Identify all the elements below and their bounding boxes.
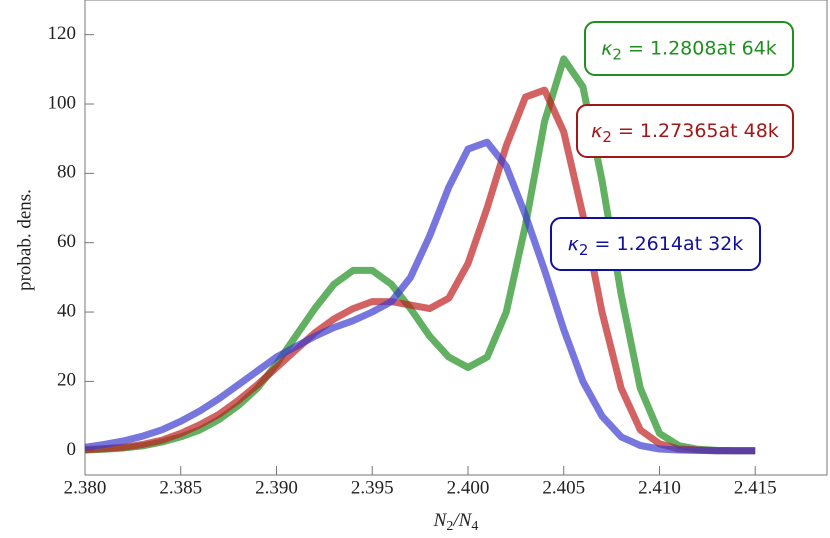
y-tick-label: 20 xyxy=(57,370,76,391)
x-label-sub: 2 xyxy=(446,519,453,534)
annotation-sub: 2 xyxy=(612,45,622,63)
series-line xyxy=(84,138,756,455)
y-tick-label: 80 xyxy=(57,162,76,183)
x-tick-label: 2.400 xyxy=(447,477,490,498)
annotation: κ2 = 1.27365at 48k xyxy=(576,104,794,158)
y-tick-label: 40 xyxy=(57,300,76,321)
y-tick-label: 120 xyxy=(48,23,77,44)
y-tick-label: 0 xyxy=(67,439,77,460)
annotation-value: = 1.2614at 32k xyxy=(588,233,743,255)
plot-frame xyxy=(84,0,828,476)
annotation: κ2 = 1.2808at 64k xyxy=(584,21,794,76)
x-tick-label: 2.395 xyxy=(351,477,394,498)
x-tick-label: 2.415 xyxy=(734,477,777,498)
x-tick-label: 2.410 xyxy=(638,477,681,498)
y-tick-label: 60 xyxy=(57,231,76,252)
annotation-text: κ2 = 1.2808at 64k xyxy=(601,37,777,63)
annotation-value: = 1.2808at 64k xyxy=(622,37,777,59)
series-line xyxy=(84,55,756,455)
x-tick-label: 2.390 xyxy=(255,477,298,498)
x-label-part: /N xyxy=(452,510,472,531)
x-tick-label: 2.385 xyxy=(159,477,202,498)
y-tick-label: 100 xyxy=(48,92,77,113)
annotation-box xyxy=(584,21,794,76)
annotation-sub: 2 xyxy=(579,241,589,259)
annotation-box xyxy=(550,217,761,271)
x-tick-label: 2.380 xyxy=(64,477,107,498)
series-line xyxy=(84,86,756,455)
annotation-sub: 2 xyxy=(602,128,612,146)
annotation-value: = 1.27365at 48k xyxy=(612,120,779,142)
x-tick-label: 2.405 xyxy=(542,477,585,498)
annotation-box xyxy=(576,104,794,158)
annotation-text: κ2 = 1.2614at 32k xyxy=(568,233,744,259)
annotation: κ2 = 1.2614at 32k xyxy=(550,217,761,271)
x-label-sub: 4 xyxy=(471,519,478,534)
annotation-symbol: κ xyxy=(591,120,603,142)
annotation-symbol: κ xyxy=(601,37,613,59)
x-axis-label: N2/N4 xyxy=(433,510,479,534)
annotation-symbol: κ xyxy=(568,233,580,255)
y-axis-label: probab. dens. xyxy=(14,189,35,291)
x-label-part: N xyxy=(433,510,448,531)
annotation-text: κ2 = 1.27365at 48k xyxy=(591,120,779,146)
